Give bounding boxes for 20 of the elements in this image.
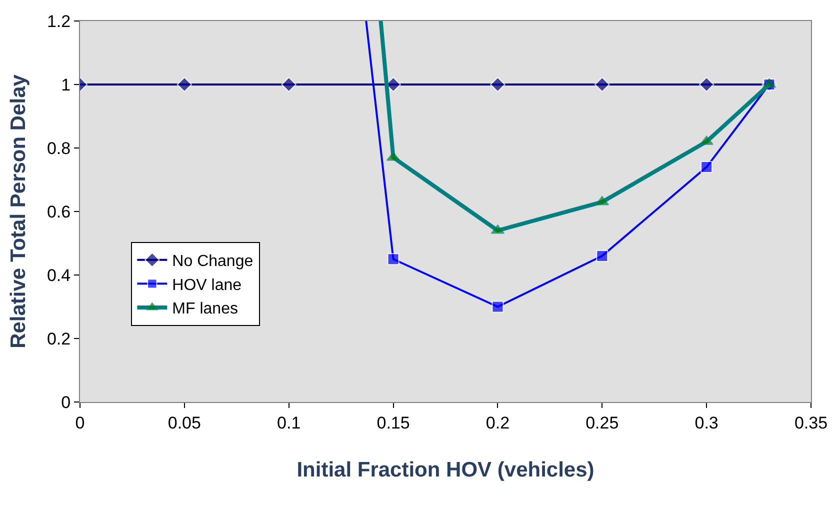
- x-axis-title: Initial Fraction HOV (vehicles): [296, 458, 594, 482]
- legend-label: HOV lane: [172, 276, 242, 294]
- x-tick-label: 0.3: [694, 413, 718, 432]
- y-axis-title: Relative Total Person Delay: [7, 74, 30, 348]
- x-tick-label: 0.15: [376, 413, 410, 432]
- legend-label: No Change: [172, 253, 254, 270]
- y-tick-label: 0.2: [46, 329, 71, 348]
- y-tick-label: 0.8: [46, 138, 71, 158]
- x-tick-label: 0: [75, 413, 85, 432]
- y-tick-label: 0: [61, 392, 71, 412]
- y-tick-label: 0.6: [46, 202, 71, 222]
- y-tick-label: 1: [61, 75, 71, 94]
- x-tick-label: 0.2: [486, 413, 510, 432]
- legend-label: MF lanes: [172, 300, 238, 318]
- y-tick-label: 0.4: [46, 266, 71, 285]
- x-tick-label: 0.1: [277, 413, 301, 432]
- y-tick-label: 1.2: [46, 12, 71, 31]
- x-tick-label: 0.25: [586, 413, 619, 432]
- x-tick-label: 0.05: [168, 413, 201, 432]
- x-tick-label: 0.35: [794, 413, 828, 432]
